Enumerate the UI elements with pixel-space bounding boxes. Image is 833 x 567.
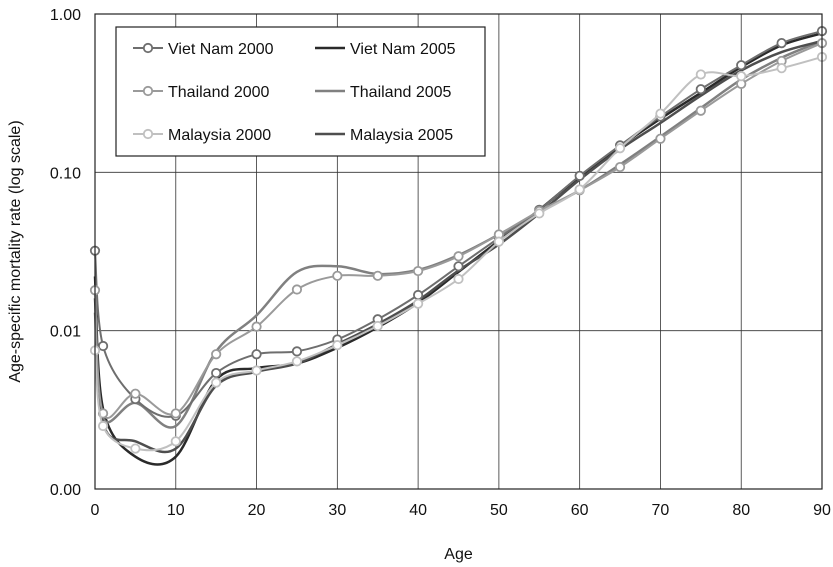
legend-label: Malaysia 2000 [168, 127, 271, 144]
data-point-thailand-2000 [251, 321, 262, 332]
x-tick-label: 80 [732, 502, 750, 519]
x-tick-label: 40 [409, 502, 427, 519]
data-point-thailand-2000 [332, 270, 343, 281]
legend-label: Malaysia 2005 [350, 127, 453, 144]
data-point-viet-nam-2000 [776, 37, 787, 49]
data-point-viet-nam-2000 [453, 261, 464, 272]
data-point-malaysia-2000 [413, 298, 424, 309]
data-point-malaysia-2000 [493, 236, 504, 247]
data-point-viet-nam-2000 [97, 340, 109, 352]
data-point-viet-nam-2000 [291, 346, 303, 357]
data-point-viet-nam-2000 [211, 367, 222, 379]
data-point-malaysia-2000 [736, 71, 747, 82]
x-tick-label: 0 [91, 502, 100, 519]
legend-marker [142, 128, 154, 140]
plot-frame [94, 13, 823, 490]
data-point-malaysia-2000 [655, 108, 666, 119]
legend-item-thailand-2000: Thailand 2000 [133, 84, 270, 101]
data-point-viet-nam-2000 [695, 84, 706, 95]
series-layer [89, 25, 828, 466]
data-point-thailand-2000 [695, 105, 706, 116]
y-tick-label: 0.01 [50, 324, 81, 341]
y-tick-label: 0.00 [50, 482, 81, 499]
data-point-malaysia-2000 [776, 63, 787, 74]
data-point-malaysia-2000 [130, 443, 141, 454]
data-point-malaysia-2000 [291, 356, 303, 367]
data-point-thailand-2000 [170, 408, 181, 419]
series-viet-nam-2005 [93, 32, 823, 466]
legend-item-viet-nam-2005: Viet Nam 2005 [315, 41, 456, 58]
legend-label: Viet Nam 2005 [350, 41, 456, 58]
legend-item-viet-nam-2000: Viet Nam 2000 [133, 41, 274, 58]
data-point-thailand-2000 [614, 161, 626, 173]
x-tick-label: 20 [248, 502, 266, 519]
legend-label: Thailand 2005 [350, 84, 452, 101]
x-tick-label: 50 [490, 502, 508, 519]
x-tick-labels: 0 10 20 30 40 50 60 70 80 90 [91, 502, 831, 519]
data-point-malaysia-2000 [170, 436, 181, 447]
data-point-malaysia-2000 [372, 320, 383, 332]
data-point-thailand-2000 [211, 349, 222, 360]
legend-item-thailand-2005: Thailand 2005 [315, 84, 452, 101]
data-point-thailand-2000 [130, 388, 141, 399]
data-point-malaysia-2000 [574, 184, 585, 195]
data-point-thailand-2000 [291, 284, 303, 295]
data-point-viet-nam-2000 [736, 60, 747, 71]
y-tick-label: 0.10 [50, 165, 81, 182]
data-point-malaysia-2000 [614, 143, 626, 154]
data-point-thailand-2000 [655, 133, 666, 144]
x-tick-label: 90 [813, 502, 831, 519]
x-axis-title: Age [444, 546, 473, 563]
series-line-malaysia-2005 [93, 39, 823, 454]
data-point-viet-nam-2000 [574, 170, 585, 181]
series-line-viet-nam-2005 [93, 32, 823, 466]
x-tick-label: 60 [571, 502, 589, 519]
data-point-malaysia-2000 [97, 420, 109, 432]
data-point-thailand-2000 [413, 265, 424, 277]
x-tick-label: 70 [652, 502, 670, 519]
data-point-thailand-2000 [372, 270, 383, 281]
legend-marker [142, 42, 154, 54]
data-point-malaysia-2000 [332, 340, 343, 351]
series-line-thailand-2005 [93, 39, 823, 429]
data-point-malaysia-2000 [251, 365, 262, 376]
legend: Viet Nam 2000 Viet Nam 2005 Thailand 2000 T… [115, 26, 486, 157]
series-thailand-2005 [93, 39, 823, 429]
data-point-malaysia-2000 [695, 69, 706, 80]
data-point-viet-nam-2000 [251, 349, 262, 360]
legend-label: Viet Nam 2000 [168, 41, 274, 58]
series-malaysia-2005 [93, 39, 823, 454]
legend-box [115, 26, 486, 157]
y-tick-label: 1.00 [50, 7, 81, 24]
series-line-thailand-2000 [94, 42, 823, 419]
legend-marker [142, 85, 154, 97]
data-point-thailand-2000 [453, 251, 464, 262]
data-point-viet-nam-2000 [413, 289, 424, 301]
data-point-malaysia-2000 [211, 377, 222, 388]
x-tick-label: 10 [167, 502, 185, 519]
legend-item-malaysia-2000: Malaysia 2000 [133, 127, 271, 144]
series-malaysia-2000 [89, 51, 828, 454]
legend-item-malaysia-2005: Malaysia 2005 [315, 127, 453, 144]
y-axis-title: Age-specific mortality rate (log scale) [7, 120, 24, 382]
x-tick-label: 30 [328, 502, 346, 519]
legend-label: Thailand 2000 [168, 84, 270, 101]
y-tick-labels: 0.00 0.01 0.10 1.00 [50, 7, 81, 499]
data-point-malaysia-2000 [534, 208, 545, 219]
data-point-malaysia-2000 [453, 273, 464, 285]
